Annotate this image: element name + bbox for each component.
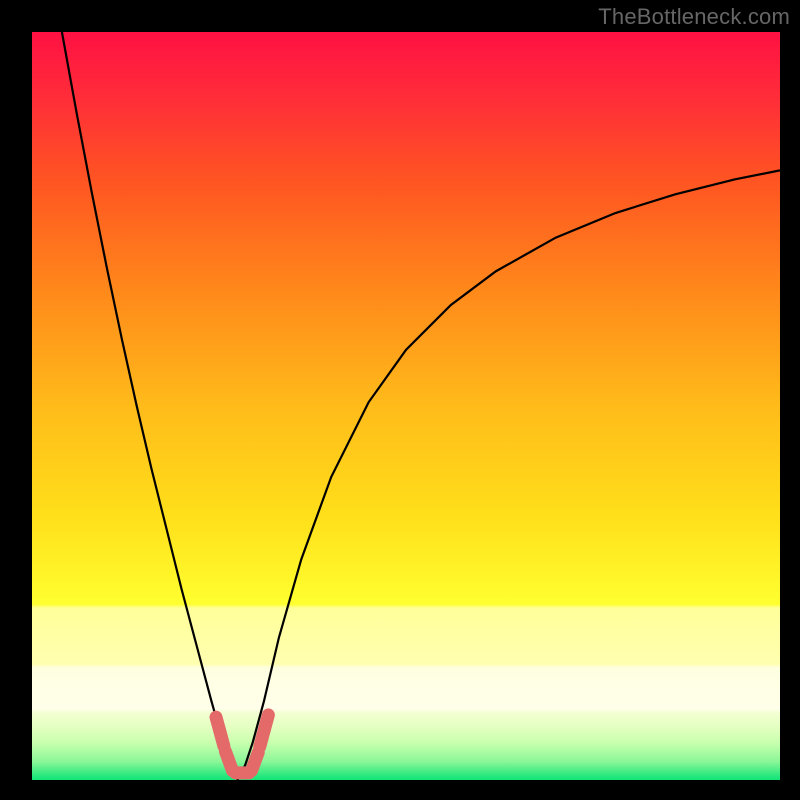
watermark-text: TheBottleneck.com: [598, 4, 790, 30]
marker-segment: [225, 751, 232, 770]
marker-segment: [252, 752, 259, 770]
plot-svg: [32, 32, 780, 780]
marker-segment: [260, 715, 269, 747]
gradient-background: [32, 32, 780, 780]
chart-frame: TheBottleneck.com: [0, 0, 800, 800]
plot-area: [32, 32, 780, 780]
marker-segment: [216, 717, 224, 746]
